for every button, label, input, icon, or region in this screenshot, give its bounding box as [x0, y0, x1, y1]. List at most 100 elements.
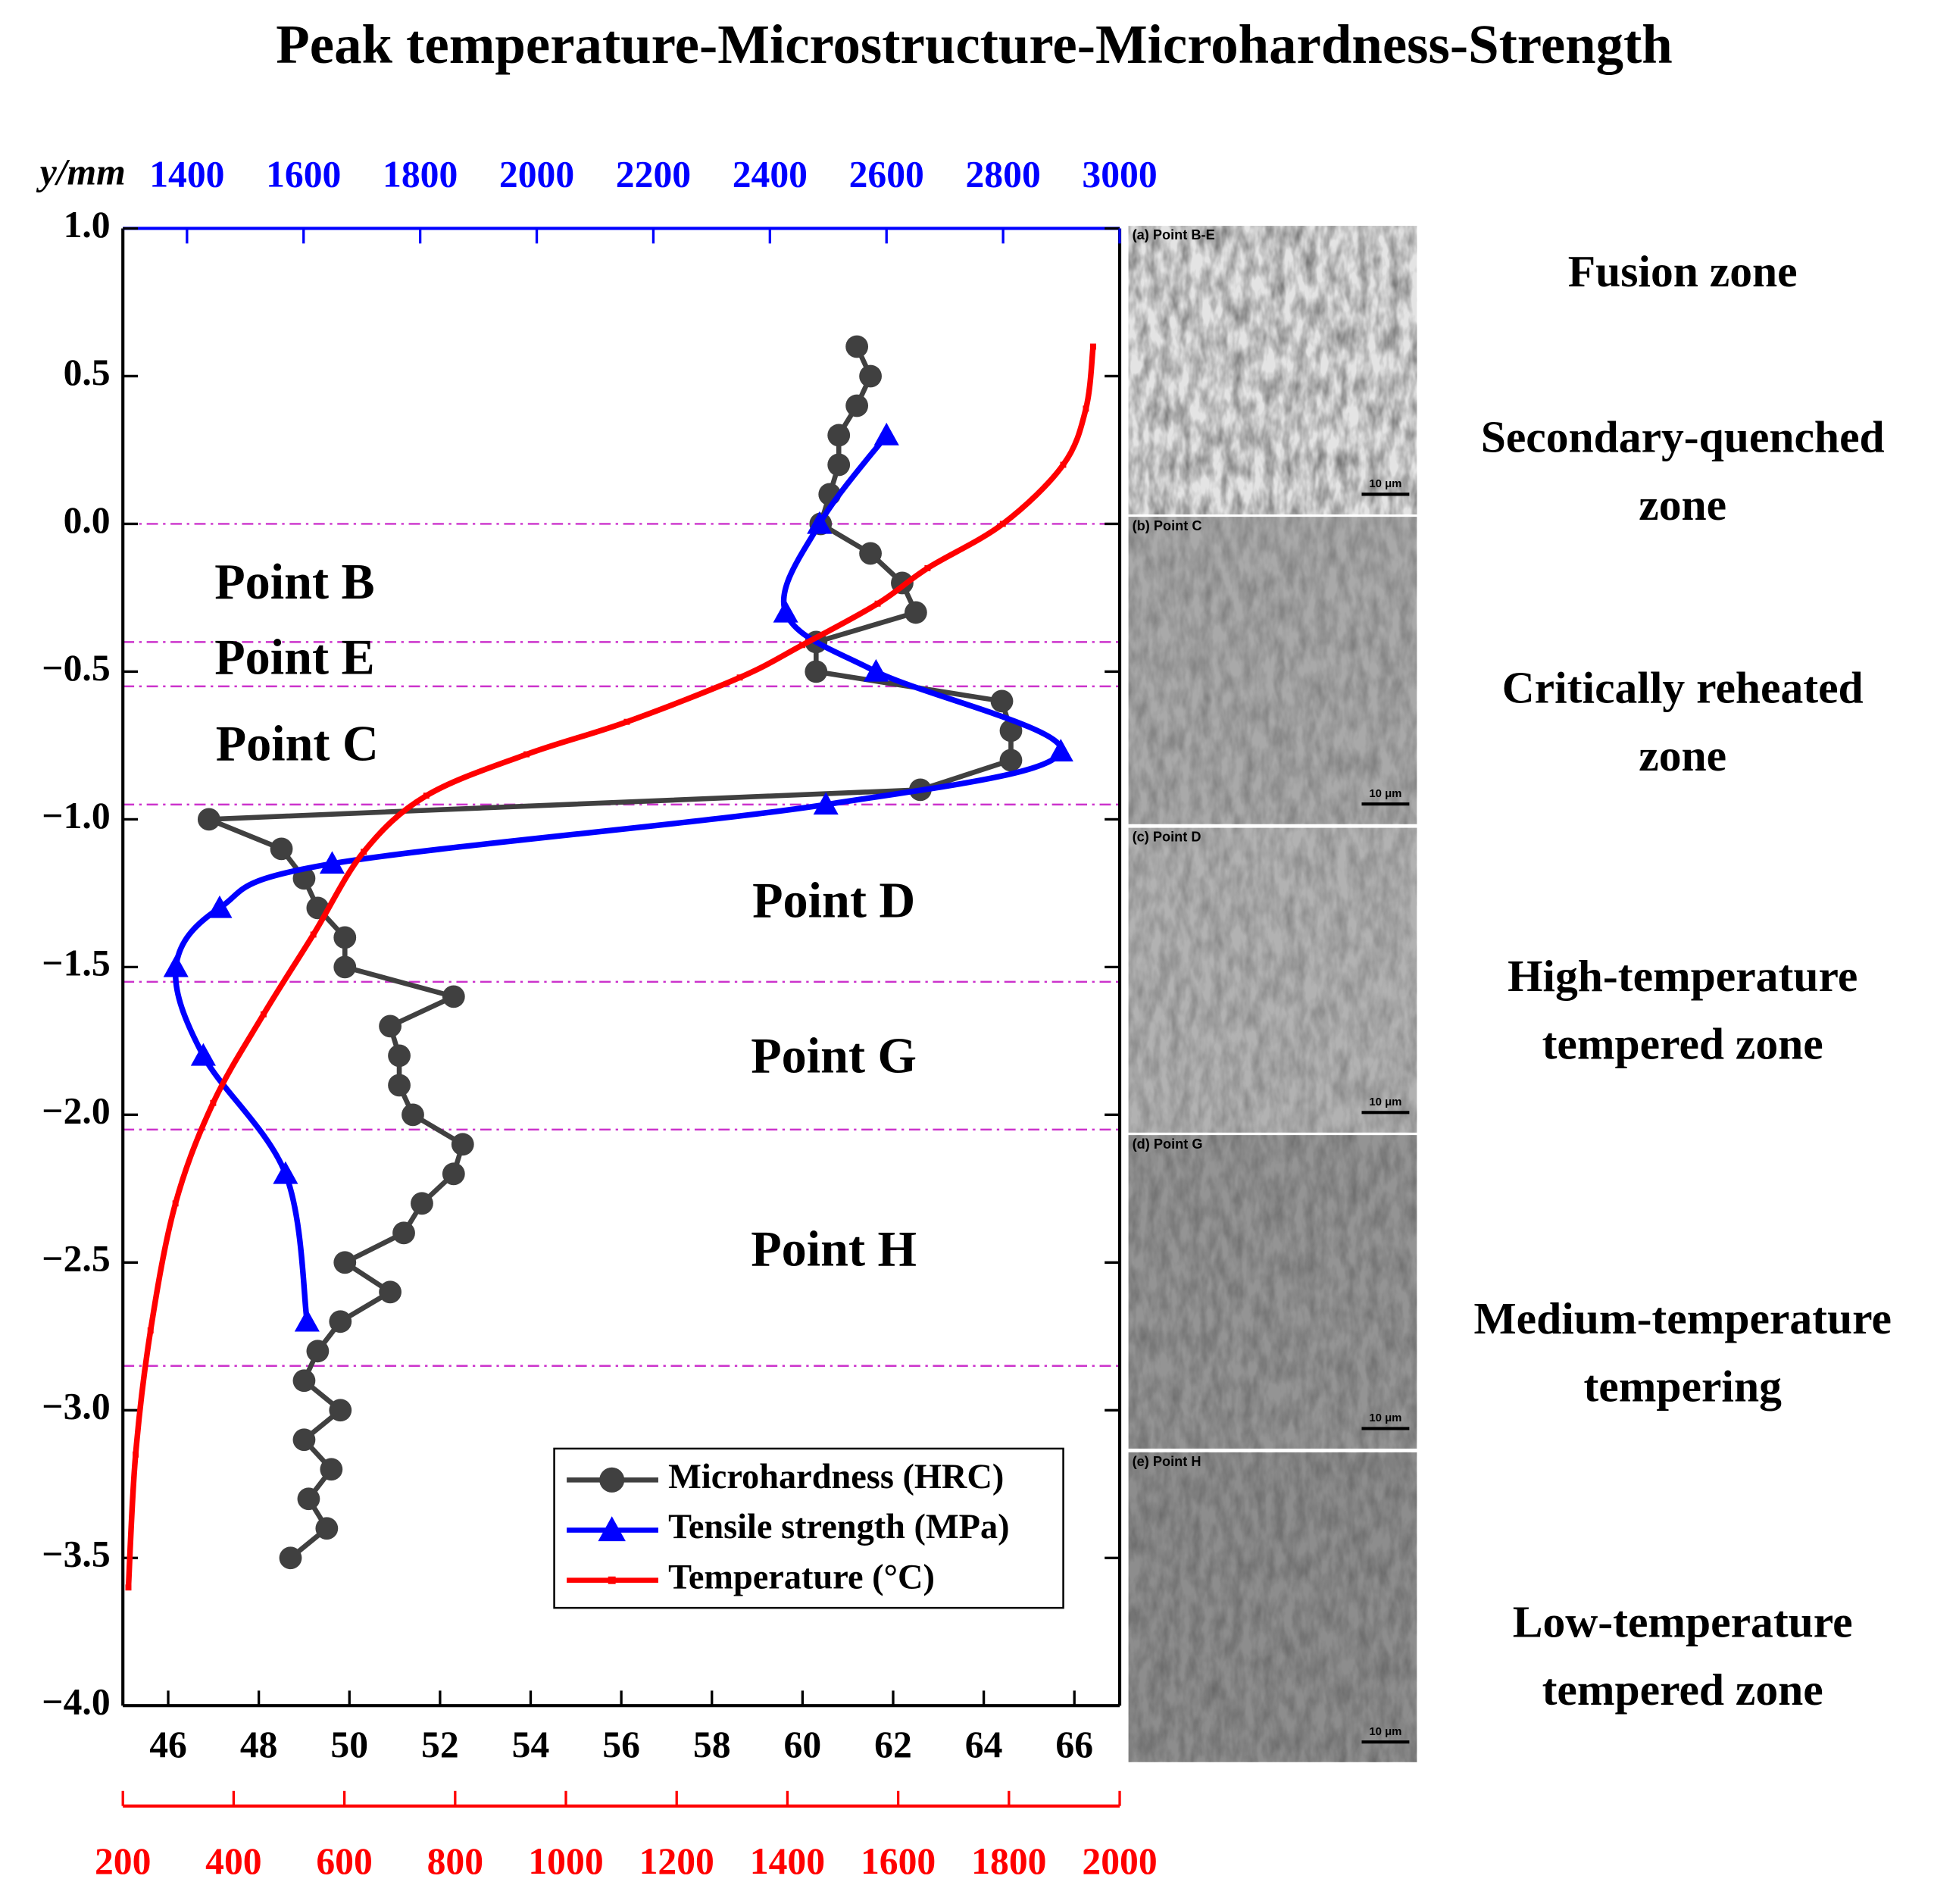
point-label: Point E [214, 630, 374, 685]
marker [260, 1011, 267, 1018]
x2-tick-label: 2200 [616, 154, 691, 195]
micrograph-label: (b) Point C [1133, 518, 1202, 533]
y-tick-label: −0.5 [42, 647, 110, 689]
point-label: Point H [751, 1222, 917, 1277]
zone-label: zone [1639, 480, 1726, 530]
scale-label: 10 μm [1369, 1726, 1401, 1738]
x-tick-label: 56 [602, 1724, 640, 1765]
y-tick-label: −1.5 [42, 943, 110, 984]
point-label: Point C [216, 717, 379, 772]
marker [623, 718, 630, 725]
marker [292, 1428, 316, 1452]
point-label: Point G [751, 1029, 917, 1084]
x-tick-label: 64 [965, 1724, 1003, 1765]
marker [999, 521, 1006, 527]
x-tick-label: 50 [330, 1724, 368, 1765]
marker [190, 1043, 216, 1066]
marker [1083, 405, 1089, 412]
legend-label: Temperature (°C) [668, 1558, 935, 1596]
marker [863, 658, 889, 682]
micrograph-label: (c) Point D [1133, 830, 1201, 845]
zone-label: Fusion zone [1568, 246, 1798, 296]
micrograph-texture [1128, 517, 1417, 824]
y-tick-label: −2.0 [42, 1090, 110, 1132]
marker [845, 335, 869, 358]
marker [294, 1308, 320, 1332]
zone-label: tempered zone [1542, 1019, 1823, 1069]
zone-label: Medium-temperature [1473, 1293, 1891, 1343]
marker [361, 849, 367, 855]
marker [608, 1576, 616, 1584]
marker [859, 542, 882, 565]
micrograph-texture [1128, 1452, 1417, 1762]
marker [813, 792, 839, 815]
marker [210, 1099, 217, 1106]
y-axis-label: y/mm [36, 151, 126, 192]
series-line [125, 346, 1096, 1588]
marker [207, 895, 233, 918]
marker [873, 422, 899, 446]
marker [163, 954, 189, 977]
marker [827, 424, 851, 447]
y-tick-label: −4.0 [42, 1681, 110, 1723]
zone-label: Critically reheated [1502, 663, 1864, 713]
marker [279, 1546, 302, 1570]
x-tick-label: 52 [421, 1724, 459, 1765]
marker [329, 1399, 352, 1422]
x-tick-label: 62 [874, 1724, 912, 1765]
x-tick-label: 58 [693, 1724, 731, 1765]
micrograph-label: (e) Point H [1133, 1454, 1201, 1469]
scale-label: 10 μm [1369, 1096, 1401, 1108]
x3-tick-label: 1800 [971, 1840, 1046, 1882]
x3-tick-label: 1000 [528, 1840, 603, 1882]
chart-title: Peak temperature-Microstructure-Microhar… [276, 14, 1672, 75]
marker [807, 511, 833, 534]
marker [379, 1280, 402, 1304]
marker [172, 1200, 179, 1207]
point-label: Point D [752, 873, 915, 928]
y-tick-label: 0.0 [64, 499, 111, 541]
marker [1060, 461, 1067, 468]
marker [598, 1516, 626, 1542]
x-tick-label: 46 [149, 1724, 187, 1765]
y-tick-label: 0.5 [64, 352, 111, 393]
marker [773, 599, 798, 623]
marker [133, 1451, 139, 1458]
micrograph-texture [1128, 827, 1417, 1133]
marker [379, 1015, 402, 1038]
marker [442, 1162, 465, 1186]
marker [333, 926, 357, 949]
x3-tick-label: 200 [95, 1840, 151, 1882]
x2-tick-label: 3000 [1082, 154, 1157, 195]
x2-tick-label: 1600 [266, 154, 341, 195]
marker [859, 364, 882, 388]
x3-tick-label: 600 [316, 1840, 372, 1882]
x-tick-label: 60 [784, 1724, 822, 1765]
marker [999, 719, 1023, 743]
x-tick-label: 54 [512, 1724, 550, 1765]
marker [319, 851, 345, 874]
x3-tick-label: 1200 [639, 1840, 714, 1882]
y-tick-label: −1.0 [42, 795, 110, 836]
marker [924, 564, 931, 571]
marker [999, 749, 1023, 772]
marker [411, 1192, 433, 1215]
marker [442, 985, 465, 1008]
marker [402, 1103, 424, 1127]
zone-label: tempering [1583, 1361, 1782, 1411]
x2-tick-label: 2400 [733, 154, 808, 195]
x-tick-label: 48 [240, 1724, 278, 1765]
marker [310, 931, 317, 938]
zone-label: High-temperature [1508, 951, 1858, 1001]
marker [1089, 343, 1096, 350]
marker [451, 1133, 474, 1156]
marker [388, 1074, 411, 1097]
marker [1048, 739, 1073, 761]
x2-tick-label: 2600 [849, 154, 924, 195]
marker [523, 751, 530, 758]
legend-label: Microhardness (HRC) [668, 1458, 1004, 1496]
x3-tick-label: 800 [427, 1840, 483, 1882]
zone-label: Low-temperature [1513, 1597, 1853, 1647]
